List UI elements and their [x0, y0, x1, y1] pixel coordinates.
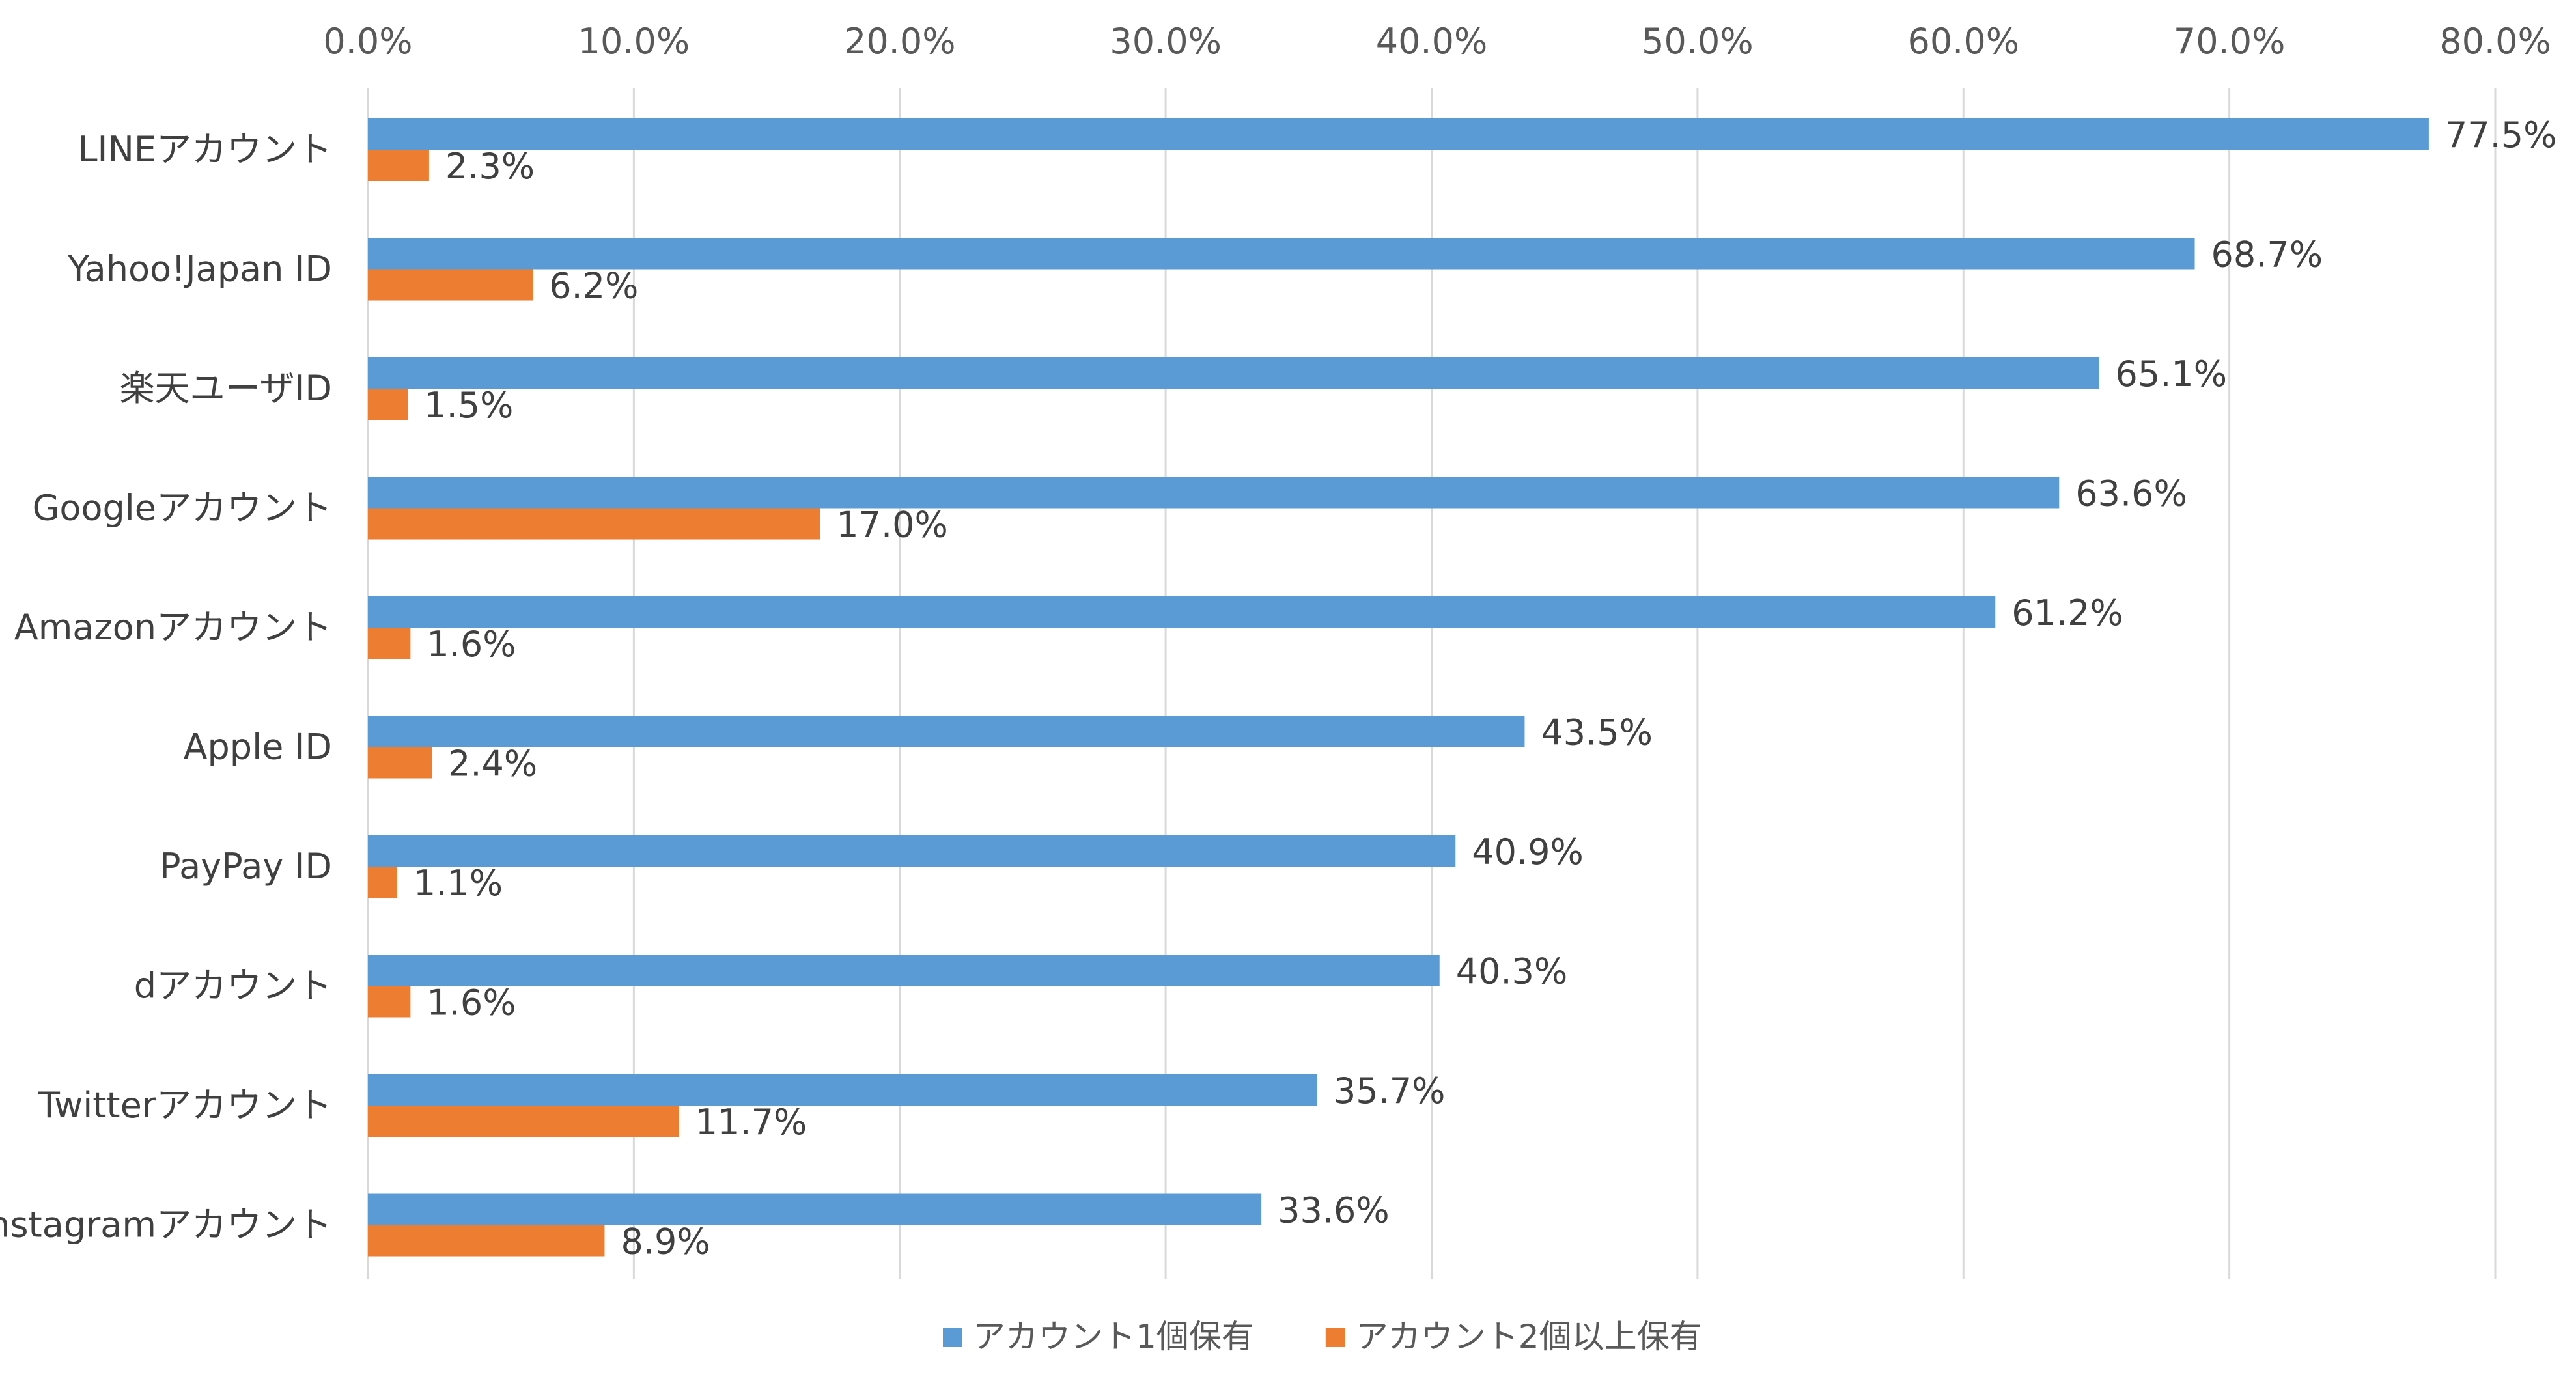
- category-label-4: Amazonアカウント: [14, 607, 332, 648]
- bar-series0-8: [368, 1074, 1317, 1106]
- bar-series1-6: [368, 867, 397, 898]
- data-label-series1-6: 1.1%: [413, 863, 503, 904]
- data-label-series1-4: 1.6%: [427, 624, 516, 665]
- bar-series0-9: [368, 1193, 1262, 1225]
- data-label-series0-2: 65.1%: [2116, 354, 2228, 395]
- legend-label-0: アカウント1個保有: [973, 1318, 1254, 1356]
- data-label-series0-1: 68.7%: [2211, 234, 2323, 275]
- bar-series1-1: [368, 269, 533, 301]
- bar-series0-2: [368, 357, 2099, 389]
- bar-series1-3: [368, 508, 820, 540]
- data-label-series0-4: 61.2%: [2011, 592, 2123, 634]
- category-label-3: Googleアカウント: [33, 488, 332, 529]
- x-tick-label-3: 30.0%: [1110, 21, 1222, 62]
- category-label-0: LINEアカウント: [77, 129, 332, 170]
- data-label-series1-9: 8.9%: [621, 1221, 710, 1262]
- bar-series1-4: [368, 628, 411, 659]
- x-tick-label-0: 0.0%: [323, 21, 412, 62]
- x-tick-label-1: 10.0%: [578, 21, 690, 62]
- bar-series1-7: [368, 986, 411, 1018]
- category-label-1: Yahoo!Japan ID: [67, 249, 332, 290]
- data-label-series1-0: 2.3%: [445, 146, 535, 187]
- data-label-series0-7: 40.3%: [1456, 951, 1568, 992]
- data-label-series0-3: 63.6%: [2075, 473, 2187, 514]
- legend: アカウント1個保有 アカウント2個以上保有: [943, 1318, 1702, 1356]
- bar-series0-7: [368, 955, 1440, 986]
- data-label-series0-5: 43.5%: [1541, 712, 1653, 753]
- data-label-series1-5: 2.4%: [448, 744, 537, 785]
- bar-series0-3: [368, 477, 2060, 509]
- category-label-2: 楽天ユーザID: [120, 368, 332, 409]
- category-label-8: Twitterアカウント: [38, 1085, 332, 1126]
- data-label-series1-3: 17.0%: [836, 505, 948, 546]
- x-tick-label-7: 70.0%: [2174, 21, 2286, 62]
- bar-series0-1: [368, 238, 2195, 270]
- bar-series0-5: [368, 716, 1525, 747]
- x-tick-label-6: 60.0%: [1907, 21, 2019, 62]
- data-label-series1-7: 1.6%: [427, 983, 516, 1024]
- x-tick-label-2: 20.0%: [844, 21, 956, 62]
- legend-swatch-0: [943, 1328, 962, 1347]
- category-label-6: PayPay ID: [160, 846, 332, 887]
- data-labels: 77.5% 2.3% 68.7% 6.2% 65.1% 1.5% 63.6% 17.0% 61.…: [413, 115, 2557, 1262]
- x-tick-label-8: 80.0%: [2439, 21, 2551, 62]
- data-label-series0-9: 33.6%: [1278, 1190, 1390, 1231]
- data-label-series0-6: 40.9%: [1472, 831, 1584, 872]
- bar-series0-0: [368, 118, 2429, 150]
- data-label-series1-1: 6.2%: [549, 266, 638, 307]
- x-tick-label-5: 50.0%: [1642, 21, 1754, 62]
- bar-series1-9: [368, 1225, 605, 1257]
- legend-swatch-1: [1325, 1328, 1345, 1347]
- bar-series0-6: [368, 835, 1456, 867]
- category-label-5: Apple ID: [184, 727, 332, 768]
- data-label-series0-0: 77.5%: [2445, 115, 2557, 156]
- category-label-9: Instagramアカウント: [0, 1205, 332, 1246]
- y-axis-categories: LINEアカウント Yahoo!Japan ID 楽天ユーザID Googleアカウン…: [0, 129, 332, 1246]
- x-axis-ticks: 0.0% 10.0% 20.0% 30.0% 40.0% 50.0% 60.0% 70.0% 8…: [323, 21, 2551, 62]
- bar-series1-5: [368, 747, 432, 779]
- bars: [368, 118, 2429, 1257]
- bar-series1-8: [368, 1106, 679, 1137]
- bar-series1-0: [368, 150, 429, 181]
- bar-series1-2: [368, 389, 408, 420]
- bar-series0-4: [368, 596, 1996, 628]
- category-label-7: dアカウント: [134, 966, 332, 1007]
- data-label-series1-8: 11.7%: [695, 1102, 807, 1143]
- data-label-series0-8: 35.7%: [1334, 1070, 1446, 1111]
- x-tick-label-4: 40.0%: [1376, 21, 1488, 62]
- data-label-series1-2: 1.5%: [424, 385, 513, 426]
- legend-label-1: アカウント2個以上保有: [1356, 1318, 1702, 1356]
- gridlines: [367, 88, 2497, 1279]
